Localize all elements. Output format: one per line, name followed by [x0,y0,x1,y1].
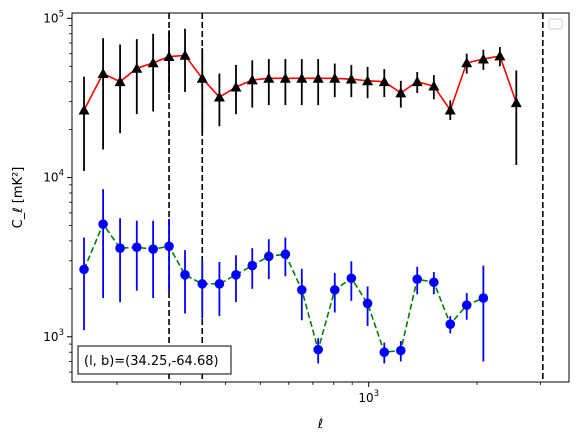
series-0-point [131,62,143,73]
series-1-point [412,274,423,284]
series-1-point [98,219,108,229]
series-1-point [280,249,291,260]
series-1-point [164,241,174,252]
y-tick-label: 103 [43,328,64,344]
series-1-point [148,244,158,254]
legend [548,18,563,30]
series-0-point [345,73,357,84]
series-1-point [429,277,439,288]
x-tick-label: 103 [358,389,379,405]
series-1-point [131,242,142,253]
series-1-point [445,319,456,329]
series-0-point [362,75,374,86]
series-0-point [329,72,341,83]
series-0-point [163,51,175,61]
annotation-frame [77,345,232,375]
series-0-point [461,57,473,68]
series-0 [78,28,522,171]
series-0-point [97,68,109,78]
series-1-point [231,270,241,280]
series-0-point [230,81,242,92]
x-axis-label: ℓ [317,417,323,432]
y-tick-label: 104 [43,169,64,185]
series-0-point [114,76,126,87]
series-1-point [313,344,323,355]
series-0-point [444,104,456,115]
series-1-point [214,279,225,289]
axis-ticks: 103 104 105 103 [43,9,541,405]
series-0-point [246,74,258,85]
series-0-point [263,72,275,83]
series-1 [79,189,489,364]
series-0-point [378,76,390,87]
series-1-point [180,270,190,280]
y-axis-label-group: C_ℓ [mK²] [11,167,26,229]
series-0-point [213,91,225,102]
series-1-point [115,243,125,254]
series-1-point [379,347,390,358]
series-0-point [196,72,208,83]
series-0-point [296,72,308,83]
series-1-point [461,300,472,310]
series-1-point [197,279,208,289]
series-1-point [396,345,406,356]
series-0-point [279,72,291,83]
vertical-lines [168,13,544,382]
series-0-point [179,49,191,60]
series-1-point [247,260,258,271]
y-tick-label: 105 [43,9,64,25]
series-1-point [346,273,357,284]
series-1-point [362,298,373,309]
series-0-point [312,72,324,83]
series-1-point [329,285,340,295]
series-0-point [147,57,159,68]
series-layer [78,28,522,364]
series-0-point [78,104,90,115]
legend-box [548,18,563,30]
series-1-point [264,251,274,262]
annotation-text: (l, b)=(34.25,-64.68) [84,354,219,369]
series-0-point [411,76,423,87]
series-0-point [428,80,440,91]
series-0-point [494,50,506,61]
y-axis-label: C_ℓ [mK²] [11,167,26,229]
series-1-point [478,293,489,303]
annotation-box: (l, b)=(34.25,-64.68) [77,345,232,375]
series-0-point [395,87,407,98]
series-0-point [510,97,522,108]
axes-frame [71,12,570,383]
series-1-point [296,285,307,295]
series-1-point [79,264,89,275]
series-0-point [477,53,489,64]
